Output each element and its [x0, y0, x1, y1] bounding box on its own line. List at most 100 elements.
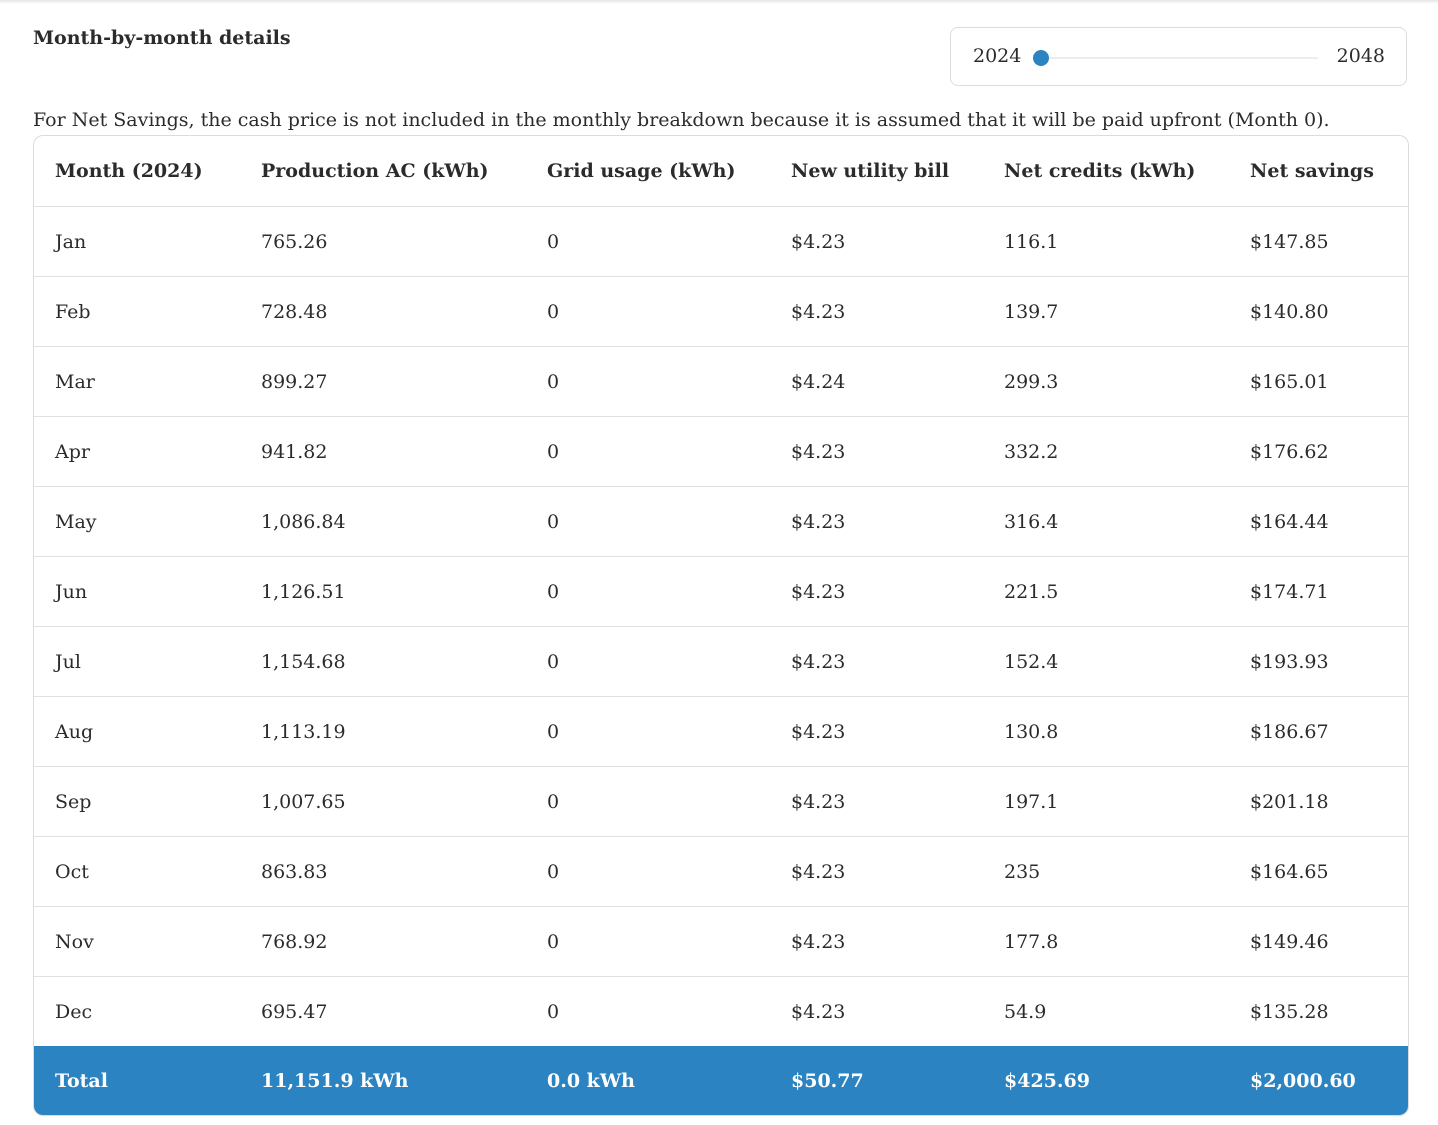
table-row: Dec 695.47 0 $4.23 54.9 $135.28 — [34, 977, 1408, 1047]
cell-utility-bill: $4.23 — [770, 486, 983, 557]
section-title: Month-by-month details — [33, 27, 291, 49]
cell-utility-bill: $4.23 — [770, 206, 983, 277]
table-header-row: Month (2024) Production AC (kWh) Grid us… — [34, 136, 1408, 207]
cell-grid-usage: 0 — [526, 556, 770, 627]
cell-production: 1,154.68 — [240, 626, 526, 697]
year-slider: 2024 2048 — [950, 27, 1407, 86]
table-row: Apr 941.82 0 $4.23 332.2 $176.62 — [34, 416, 1408, 487]
cell-net-credits: 152.4 — [983, 626, 1229, 697]
cell-month: May — [34, 486, 240, 557]
table-row: Jun 1,126.51 0 $4.23 221.5 $174.71 — [34, 556, 1408, 627]
cell-utility-bill: $4.23 — [770, 696, 983, 767]
cell-net-savings: $186.67 — [1229, 696, 1408, 767]
cell-net-savings: $149.46 — [1229, 906, 1408, 977]
total-label: Total — [34, 1046, 240, 1115]
cell-net-credits: 54.9 — [1004, 1000, 1047, 1023]
cell-grid-usage: 0 — [526, 696, 770, 767]
cell-utility-bill: $4.23 — [791, 1000, 846, 1023]
cell-month: Sep — [34, 766, 240, 837]
cell-production: 695.47 — [261, 1000, 328, 1023]
cell-net-credits: 139.7 — [983, 276, 1229, 347]
cell-month: Feb — [34, 276, 240, 347]
cell-production: 1,126.51 — [240, 556, 526, 627]
cell-net-credits: 130.8 — [983, 696, 1229, 767]
cell-grid-usage: 0 — [526, 276, 770, 347]
cell-utility-bill: $4.23 — [770, 766, 983, 837]
column-header-net-credits: Net credits (kWh) — [983, 136, 1229, 207]
cell-net-savings: $140.80 — [1229, 276, 1408, 347]
cell-net-savings: $176.62 — [1229, 416, 1408, 487]
year-slider-thumb[interactable] — [1033, 50, 1049, 66]
year-slider-track[interactable] — [1033, 50, 1318, 66]
cell-utility-bill: $4.23 — [770, 906, 983, 977]
table-row: Feb 728.48 0 $4.23 139.7 $140.80 — [34, 276, 1408, 347]
total-utility-bill: $50.77 — [770, 1046, 983, 1115]
cell-grid-usage: 0 — [526, 906, 770, 977]
cell-production: 765.26 — [240, 206, 526, 277]
cell-utility-bill: $4.23 — [770, 416, 983, 487]
cell-utility-bill: $4.23 — [770, 556, 983, 627]
table-row: Oct 863.83 0 $4.23 235 $164.65 — [34, 836, 1408, 907]
cell-month: Nov — [34, 906, 240, 977]
cell-month: Jan — [34, 206, 240, 277]
column-header-month: Month (2024) — [34, 136, 240, 207]
year-slider-start-label: 2024 — [973, 45, 1022, 67]
cell-production: 899.27 — [240, 346, 526, 417]
cell-production: 1,086.84 — [240, 486, 526, 557]
cell-net-savings: $164.65 — [1229, 836, 1408, 907]
column-header-net-savings: Net savings — [1229, 136, 1408, 207]
cell-grid-usage: 0 — [526, 416, 770, 487]
total-net-savings: $2,000.60 — [1229, 1046, 1408, 1115]
total-net-credits: $425.69 — [983, 1046, 1229, 1115]
cell-production: 768.92 — [240, 906, 526, 977]
column-header-utility-bill: New utility bill — [770, 136, 983, 207]
cell-production: 863.83 — [240, 836, 526, 907]
cell-production: 941.82 — [240, 416, 526, 487]
cell-net-credits: 221.5 — [983, 556, 1229, 627]
cell-net-savings: $201.18 — [1229, 766, 1408, 837]
year-slider-end-label: 2048 — [1336, 45, 1385, 67]
cell-month: Jun — [34, 556, 240, 627]
cell-grid-usage: 0 — [547, 1000, 560, 1023]
cell-net-savings: $135.28 — [1250, 1000, 1329, 1023]
cell-net-credits: 299.3 — [983, 346, 1229, 417]
table-row: Nov 768.92 0 $4.23 177.8 $149.46 — [34, 906, 1408, 977]
cell-net-savings: $164.44 — [1229, 486, 1408, 557]
cell-grid-usage: 0 — [526, 346, 770, 417]
monthly-details-table: Month (2024) Production AC (kWh) Grid us… — [33, 135, 1409, 1116]
cell-grid-usage: 0 — [526, 206, 770, 277]
table-row: Sep 1,007.65 0 $4.23 197.1 $201.18 — [34, 766, 1408, 837]
cell-utility-bill: $4.23 — [770, 626, 983, 697]
cell-net-credits: 116.1 — [983, 206, 1229, 277]
table-row: Jul 1,154.68 0 $4.23 152.4 $193.93 — [34, 626, 1408, 697]
cell-net-credits: 316.4 — [983, 486, 1229, 557]
cell-utility-bill: $4.23 — [770, 276, 983, 347]
cell-net-savings: $165.01 — [1229, 346, 1408, 417]
cell-month: Dec — [55, 1000, 93, 1023]
cell-net-savings: $147.85 — [1229, 206, 1408, 277]
table-row: May 1,086.84 0 $4.23 316.4 $164.44 — [34, 486, 1408, 557]
total-grid-usage: 0.0 kWh — [526, 1046, 770, 1115]
cell-month: Mar — [34, 346, 240, 417]
cell-production: 728.48 — [240, 276, 526, 347]
table-row: Jan 765.26 0 $4.23 116.1 $147.85 — [34, 206, 1408, 277]
total-production: 11,151.9 kWh — [240, 1046, 526, 1115]
cell-month: Apr — [34, 416, 240, 487]
cell-net-savings: $174.71 — [1229, 556, 1408, 627]
column-header-grid-usage: Grid usage (kWh) — [526, 136, 770, 207]
cell-net-savings: $193.93 — [1229, 626, 1408, 697]
table-row: Mar 899.27 0 $4.24 299.3 $165.01 — [34, 346, 1408, 417]
cell-grid-usage: 0 — [526, 626, 770, 697]
cell-month: Aug — [34, 696, 240, 767]
cell-grid-usage: 0 — [526, 486, 770, 557]
cell-grid-usage: 0 — [526, 766, 770, 837]
total-row: Total 11,151.9 kWh 0.0 kWh $50.77 $425.6… — [34, 1046, 1408, 1115]
table-row: Aug 1,113.19 0 $4.23 130.8 $186.67 — [34, 696, 1408, 767]
cell-month: Oct — [34, 836, 240, 907]
top-shadow — [0, 0, 1438, 4]
net-savings-note: For Net Savings, the cash price is not i… — [33, 109, 1330, 131]
cell-net-credits: 235 — [983, 836, 1229, 907]
cell-utility-bill: $4.24 — [770, 346, 983, 417]
cell-production: 1,007.65 — [240, 766, 526, 837]
column-header-production: Production AC (kWh) — [240, 136, 526, 207]
